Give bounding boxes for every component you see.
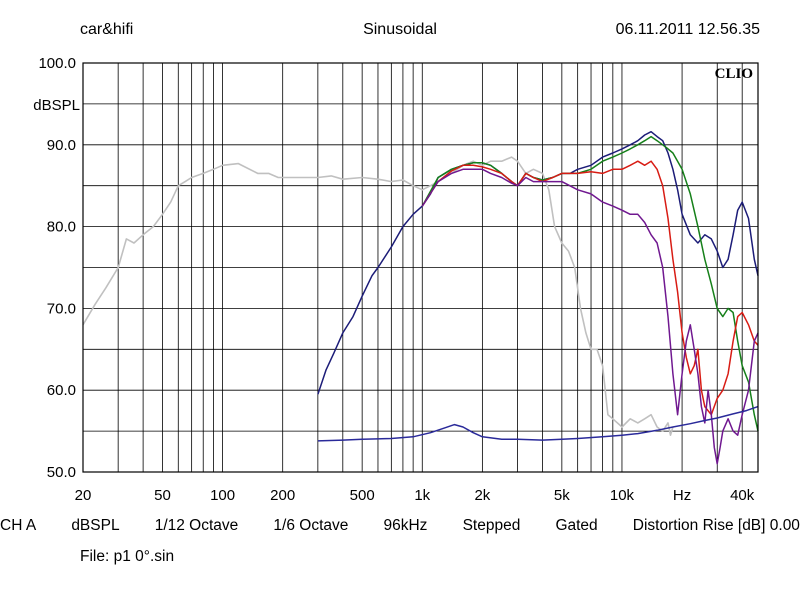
header-center: Sinusoidal [363,21,437,38]
series-line-purple [421,168,759,465]
header-left: car&hifi [80,21,134,38]
y-tick-label: 90.0 [47,137,76,154]
x-tick-label: 50 [154,487,171,504]
y-tick-label: 70.0 [47,300,76,317]
x-tick-label: 5k [554,487,570,504]
x-tick-label: 20 [75,487,92,504]
series-line-navy [317,130,759,395]
x-tick-label: 10k [610,487,635,504]
y-tick-label: 50.0 [47,464,76,481]
grid [82,62,758,473]
footer-item: 96kHz [383,517,428,534]
footer-item: 1/12 Octave [154,517,239,534]
footer-item: Stepped [462,517,521,534]
x-tick-label: 2k [474,487,490,504]
frequency-response-chart: 100.0 90.0 80.0 70.0 60.0 50.0 20 50 100 200 500 1… [33,55,759,504]
x-ticks: 20 50 100 200 500 1k 2k 5k 10k Hz 40k [75,487,755,504]
y-tick-label: 80.0 [47,219,76,236]
x-tick-label: 200 [270,487,295,504]
footer-item: Gated [555,517,598,534]
footer-item: 1/6 Octave [273,517,349,534]
header-right: 06.11.2011 12.56.35 [615,21,760,38]
x-tick-label: 500 [350,487,375,504]
footer-item: Distortion Rise [dB] 0.00 [632,517,800,534]
series-line-distortion [317,405,759,442]
file-name: File: p1 0°.sin [80,548,175,565]
y-axis-label: dBSPL [33,97,80,114]
footer-item: dBSPL [71,517,120,534]
plot-frame [82,62,759,473]
x-tick-label: 100 [210,487,235,504]
x-tick-label: Hz [673,487,691,504]
footer-bar: CH A dBSPL 1/12 Octave 1/6 Octave 96kHz Stepp… [0,517,800,535]
series-layer [82,130,759,465]
y-tick-label: 60.0 [47,382,76,399]
y-tick-label: 100.0 [38,55,76,72]
series-line-green [421,135,759,432]
x-tick-label: 40k [730,487,755,504]
footer-item: CH A [0,517,37,534]
y-ticks: 100.0 90.0 80.0 70.0 60.0 50.0 [38,55,76,481]
series-line-red [421,160,759,416]
clio-logo-text: CLIO [715,66,753,82]
x-tick-label: 1k [414,487,430,504]
